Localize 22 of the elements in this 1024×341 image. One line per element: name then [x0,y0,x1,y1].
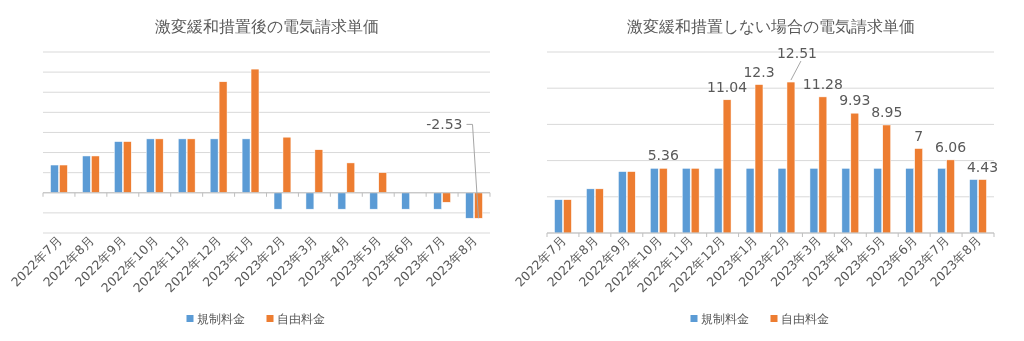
chart-title: 激変緩和措置しない場合の電気請求単価 [626,17,915,36]
data-label: 12.3 [743,63,775,80]
bar [369,192,378,210]
bar [337,192,347,210]
data-label: 9.93 [839,92,871,109]
data-label: 6.06 [934,138,967,155]
legend-label: 規制料金 [700,312,749,326]
legend-label: 規制料金 [196,312,245,326]
chart-title: 激変緩和措置後の電気請求単価 [154,17,379,36]
data-label: 4.43 [966,158,999,175]
data-label: -2.53 [426,116,463,133]
data-label: 5.36 [647,147,679,164]
data-label: 12.51 [776,45,817,62]
data-label: 11.28 [802,75,843,92]
legend-label: 自由料金 [780,312,829,326]
bar [401,192,410,210]
bar [346,162,356,194]
legend-label: 自由料金 [276,312,325,326]
data-label: 8.95 [871,104,903,120]
data-label: 11.04 [707,78,748,95]
bar [378,172,387,194]
data-label: 7 [914,127,924,144]
